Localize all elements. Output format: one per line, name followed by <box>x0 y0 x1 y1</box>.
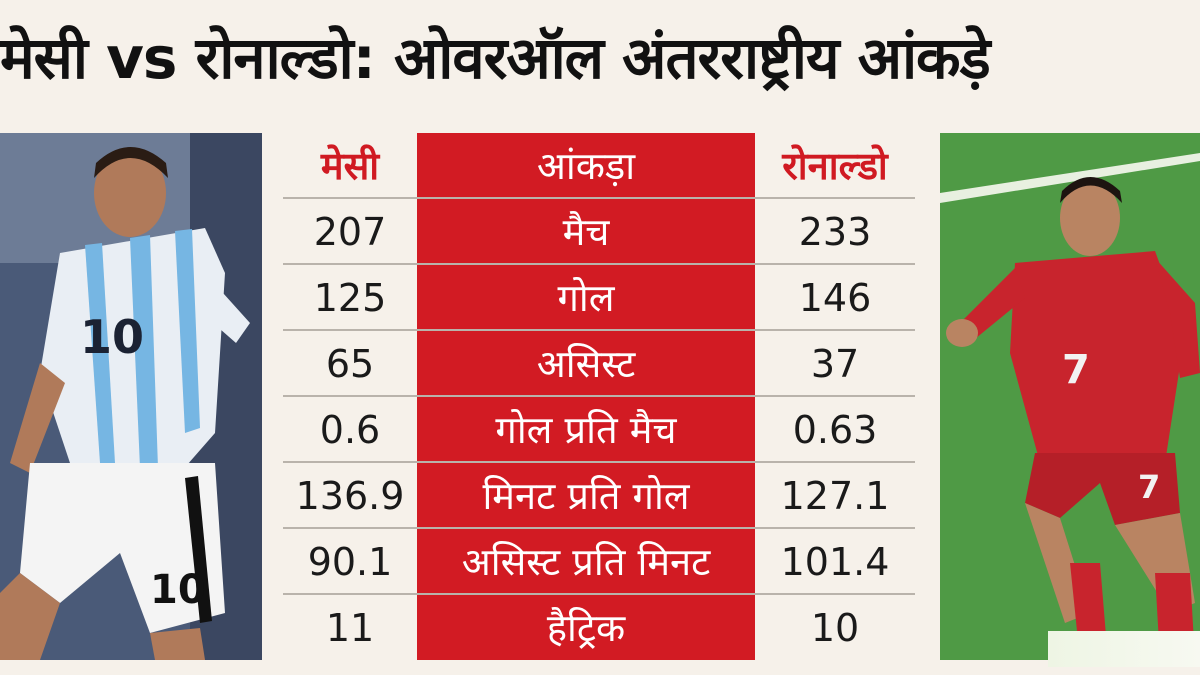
stat-label: हैट्रिक <box>546 606 626 650</box>
right-shorts-number: 7 <box>1138 468 1160 506</box>
corner-patch <box>1048 631 1200 667</box>
stat-label: गोल <box>557 276 615 320</box>
table-row: 207 मैच 233 <box>283 199 915 265</box>
left-player-photo: 10 10 <box>0 133 262 660</box>
left-value: 136.9 <box>295 474 405 518</box>
right-value: 0.63 <box>792 408 878 452</box>
stat-label: मिनट प्रति गोल <box>482 474 690 518</box>
header-right-player: रोनाल्डो <box>782 144 888 188</box>
table-row: 65 असिस्ट 37 <box>283 331 915 397</box>
stat-label: असिस्ट प्रति मिनट <box>461 540 711 584</box>
right-value: 37 <box>810 342 860 386</box>
table-row: 0.6 गोल प्रति मैच 0.63 <box>283 397 915 463</box>
stats-table: मेसी आंकड़ा रोनाल्डो 207 मैच 233 125 गोल… <box>283 133 915 660</box>
left-value: 11 <box>325 606 375 650</box>
right-value: 10 <box>810 606 860 650</box>
header-stat: आंकड़ा <box>536 144 636 188</box>
left-value: 0.6 <box>319 408 381 452</box>
left-value: 90.1 <box>307 540 393 584</box>
table-header-row: मेसी आंकड़ा रोनाल्डो <box>283 133 915 199</box>
header-left-player: मेसी <box>320 144 380 188</box>
left-jersey-number: 10 <box>80 310 144 364</box>
left-value: 65 <box>325 342 375 386</box>
stat-label: असिस्ट <box>536 342 636 386</box>
left-shorts-number: 10 <box>150 567 206 613</box>
page-title: मेसी vs रोनाल्डो: ओवरऑल अंतरराष्ट्रीय आं… <box>0 24 991 92</box>
left-value: 125 <box>313 276 387 320</box>
table-row: 90.1 असिस्ट प्रति मिनट 101.4 <box>283 529 915 595</box>
table-row: 11 हैट्रिक 10 <box>283 595 915 661</box>
right-player-photo: 7 7 <box>940 133 1200 660</box>
stat-label: गोल प्रति मैच <box>495 408 677 452</box>
right-value: 127.1 <box>780 474 890 518</box>
right-value: 146 <box>798 276 872 320</box>
table-row: 136.9 मिनट प्रति गोल 127.1 <box>283 463 915 529</box>
right-value: 101.4 <box>780 540 890 584</box>
right-jersey-number: 7 <box>1062 347 1090 393</box>
left-value: 207 <box>313 210 387 254</box>
stat-label: मैच <box>562 210 610 254</box>
right-value: 233 <box>798 210 872 254</box>
table-row: 125 गोल 146 <box>283 265 915 331</box>
